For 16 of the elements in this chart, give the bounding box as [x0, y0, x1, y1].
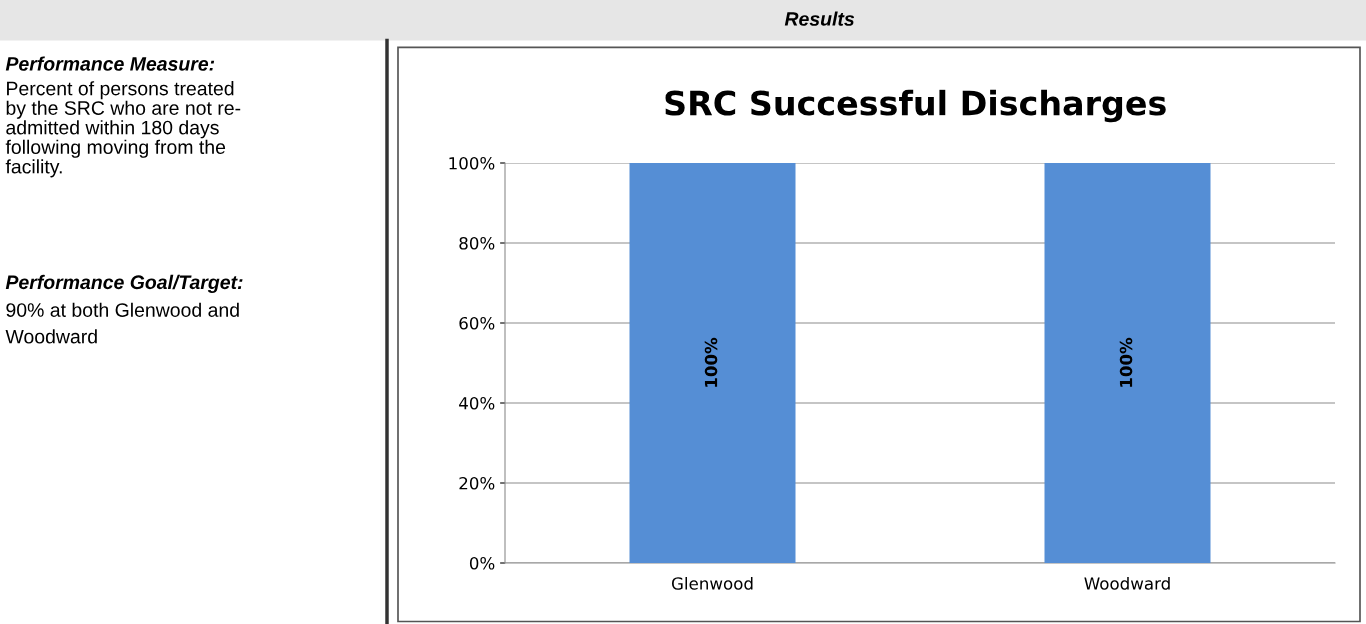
text: Performance Measure: — [5, 56, 215, 71]
text: Performance Goal/Target: — [5, 274, 243, 293]
text: 90% at both Glenwood and Woodward — [5, 302, 239, 344]
y-tick-label: 100% — [449, 156, 495, 170]
text: Results — [784, 11, 855, 26]
chart-title: SRC Successful Discharges — [665, 89, 1166, 123]
data-label: 100% — [1119, 337, 1133, 387]
y-tick-label: 80% — [459, 236, 495, 250]
y-tick-label: 40% — [459, 396, 495, 410]
data-label: 100% — [704, 337, 718, 387]
x-tick-label: Woodward — [1084, 576, 1170, 590]
y-tick-label: 20% — [459, 476, 495, 490]
text: Percent of persons treated by the SRC who are not re- admitted within 180 days following moving from the facility. — [5, 81, 241, 178]
y-tick-label: 60% — [459, 316, 495, 330]
x-tick-label: Glenwood — [671, 576, 753, 590]
y-tick-label: 0% — [469, 556, 495, 570]
